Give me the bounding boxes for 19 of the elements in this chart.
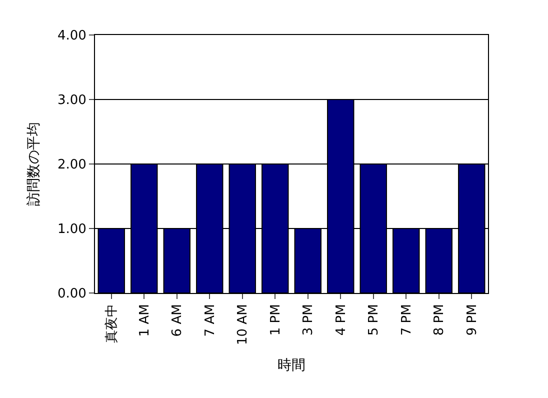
x-tick-label: 真夜中 <box>104 304 120 344</box>
x-tick-label: 1 PM <box>268 304 284 336</box>
y-tick-label: 0.00 <box>57 286 86 302</box>
x-tick-label: 7 AM <box>202 304 218 337</box>
y-tick-label: 1.00 <box>57 222 86 238</box>
x-tick-label: 8 PM <box>432 304 448 336</box>
x-tick-label: 4 PM <box>334 304 349 336</box>
x-axis-title: 時間 <box>278 357 306 374</box>
y-tick-label: 2.00 <box>57 158 86 173</box>
y-axis-title: 訪問数の平均 <box>26 122 42 206</box>
y-tick-label: 4.00 <box>57 28 86 44</box>
y-tick-label: 3.00 <box>57 93 86 108</box>
x-tick-label: 10 AM <box>236 304 251 345</box>
x-tick-label: 5 PM <box>366 304 382 336</box>
x-tick-label: 9 PM <box>464 304 480 336</box>
x-tick-label: 3 PM <box>301 304 316 336</box>
x-tick-label: 1 AM <box>137 304 152 337</box>
x-tick-label: 7 PM <box>399 304 414 336</box>
x-tick-label: 6 AM <box>170 304 186 337</box>
